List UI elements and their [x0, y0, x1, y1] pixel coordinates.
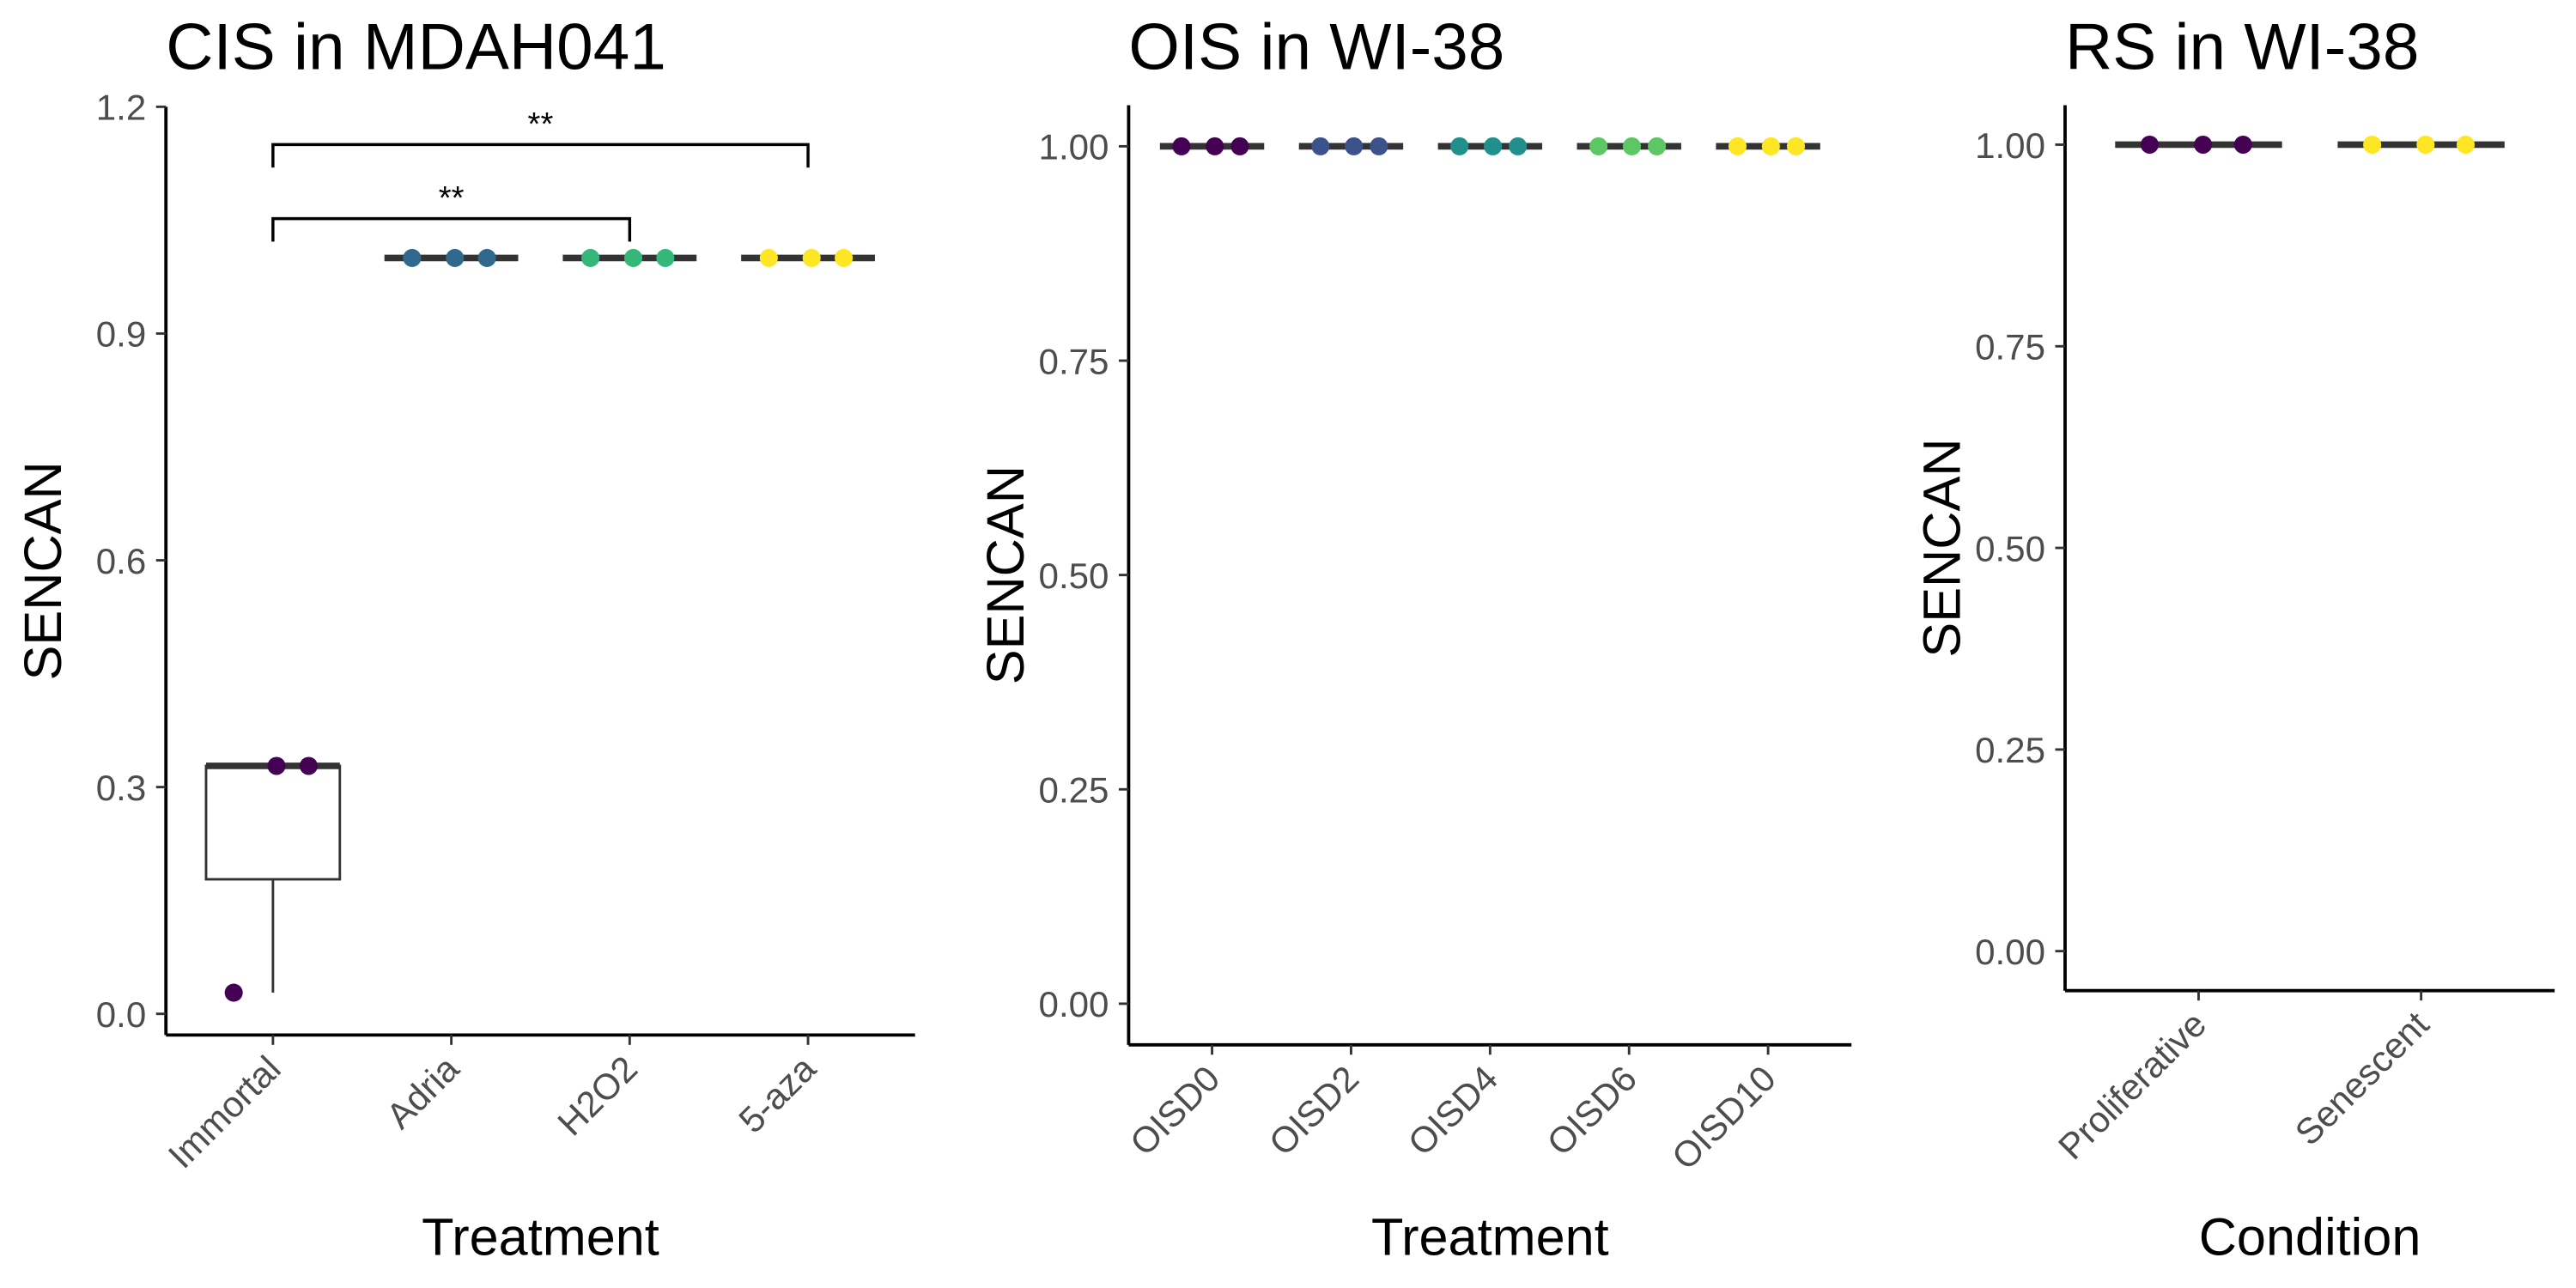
y-tick-label: 0.9	[96, 314, 146, 355]
point	[299, 756, 318, 775]
point	[1484, 137, 1503, 155]
significance-bracket	[271, 143, 810, 168]
y-tick-label: 0.6	[96, 541, 146, 581]
significance-bracket	[271, 216, 632, 242]
point	[2194, 135, 2213, 154]
y-tick-label: 0.3	[96, 768, 146, 808]
point	[477, 248, 496, 267]
point	[1345, 137, 1364, 155]
point	[2140, 135, 2159, 154]
point	[224, 983, 243, 1002]
y-tick-label: 0.50	[1039, 556, 1109, 596]
y-tick-label: 0.0	[96, 994, 146, 1035]
point	[656, 248, 675, 267]
x-axis-title: Condition	[2199, 1208, 2421, 1267]
point	[1450, 137, 1469, 155]
y-tick-label: 1.00	[1975, 125, 2045, 166]
y-axis-title: SENCAN	[1913, 439, 1971, 658]
point	[1311, 137, 1330, 155]
point	[1786, 137, 1806, 155]
y-tick-label: 0.00	[1039, 984, 1109, 1024]
significance-label: **	[528, 106, 554, 143]
point	[1761, 137, 1780, 155]
panel-title: CIS in MDAH041	[166, 10, 666, 83]
y-axis-title: SENCAN	[976, 465, 1035, 684]
point	[1589, 137, 1608, 155]
x-axis-title: Treatment	[1371, 1208, 1609, 1267]
y-tick-label: 1.2	[96, 88, 146, 128]
panel-title: RS in WI-38	[2065, 10, 2419, 83]
y-tick-label: 0.25	[1975, 730, 2045, 770]
significance-label: **	[439, 179, 465, 216]
point	[267, 756, 286, 775]
y-tick-label: 0.00	[1975, 932, 2045, 972]
point	[1206, 137, 1224, 155]
point	[446, 248, 465, 267]
panel-title: OIS in WI-38	[1128, 10, 1504, 83]
point	[1622, 137, 1641, 155]
y-tick-label: 0.25	[1039, 770, 1109, 811]
point	[1370, 137, 1388, 155]
point	[2363, 135, 2382, 154]
point	[2416, 135, 2435, 154]
point	[759, 248, 778, 267]
y-axis-title: SENCAN	[14, 461, 72, 680]
point	[1728, 137, 1747, 155]
point	[802, 248, 821, 267]
y-tick-label: 1.00	[1039, 127, 1109, 167]
point	[2456, 135, 2475, 154]
point	[581, 248, 600, 267]
point	[623, 248, 643, 267]
point	[835, 248, 854, 267]
box	[204, 764, 342, 881]
point	[2233, 135, 2252, 154]
y-tick-label: 0.50	[1975, 528, 2045, 568]
x-axis-title: Treatment	[422, 1208, 659, 1267]
y-tick-label: 0.75	[1039, 341, 1109, 381]
point	[403, 248, 422, 267]
point	[1172, 137, 1191, 155]
point	[1230, 137, 1249, 155]
point	[1509, 137, 1528, 155]
point	[1648, 137, 1667, 155]
y-tick-label: 0.75	[1975, 327, 2045, 368]
